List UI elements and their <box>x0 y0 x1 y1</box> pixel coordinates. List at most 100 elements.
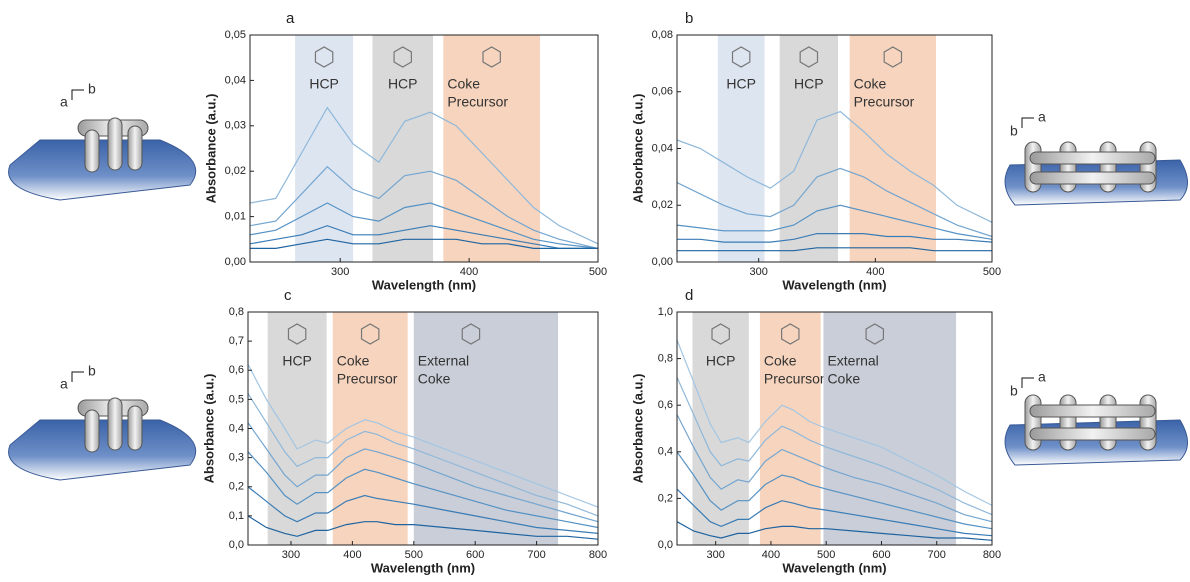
x-tick-label: 300 <box>282 549 300 561</box>
band-label: HCP <box>726 76 756 92</box>
spectrum-line <box>676 204 993 240</box>
molecule-icon <box>314 46 334 68</box>
molecule-icon <box>731 46 751 68</box>
y-tick-label: 1,0 <box>658 306 673 318</box>
y-axis-label: Absorbance (a.u.) <box>203 94 218 204</box>
band <box>332 312 408 545</box>
molecule-icon <box>865 323 885 345</box>
y-tick-label: 0,05 <box>225 29 246 41</box>
x-tick-label: 300 <box>331 266 349 278</box>
spectrum-line <box>249 225 598 249</box>
y-tick-label: 0,4 <box>229 422 244 434</box>
spectrum-line <box>676 110 993 223</box>
y-tick-label: 0,2 <box>229 481 244 493</box>
spectrum-line <box>676 521 993 541</box>
spectrum-line <box>247 515 599 540</box>
crystal-right-top <box>1004 117 1188 206</box>
spectrum-line <box>676 488 993 537</box>
band <box>372 35 434 262</box>
spectrum-line <box>249 165 599 249</box>
band-label: Precursor <box>337 371 398 387</box>
spectrum-line <box>249 106 599 245</box>
x-tick-label: 300 <box>749 266 767 278</box>
plot-frame <box>249 34 599 263</box>
x-tick-label: 500 <box>589 266 607 278</box>
y-tick-label: 0,08 <box>652 29 673 41</box>
band-label: HCP <box>794 76 824 92</box>
panel-label: c <box>284 287 292 304</box>
y-tick-label: 0,4 <box>658 446 673 458</box>
y-tick-label: 0,8 <box>229 306 244 318</box>
crystal-axis: b <box>88 363 96 379</box>
band <box>267 312 327 545</box>
y-tick-label: 0,00 <box>652 256 673 268</box>
x-tick-label: 400 <box>762 549 780 561</box>
y-tick-label: 0,04 <box>225 74 246 86</box>
x-tick-label: 600 <box>872 549 890 561</box>
molecule-icon <box>711 323 730 345</box>
plot-frame <box>676 311 993 546</box>
molecule-icon <box>360 323 380 345</box>
spectrum-line <box>247 393 599 517</box>
x-tick-label: 800 <box>983 549 1001 561</box>
crystal-left-top <box>8 89 197 201</box>
band <box>692 312 749 545</box>
y-tick-label: 0,6 <box>229 364 244 376</box>
band <box>849 35 936 262</box>
y-tick-label: 0,04 <box>652 142 673 154</box>
band-label: HCP <box>388 76 418 92</box>
y-tick-label: 0,8 <box>658 353 673 365</box>
band <box>717 35 765 262</box>
x-tick-label: 500 <box>983 266 1001 278</box>
x-axis-label: Wavelength (nm) <box>372 277 476 292</box>
band-label: HCP <box>309 76 339 92</box>
y-axis-label: Absorbance (a.u.) <box>630 94 645 204</box>
band-label: Coke <box>447 76 480 92</box>
band-label: HCP <box>282 353 312 369</box>
crystal-axis: a <box>1038 369 1046 385</box>
crystal-axis: b <box>1010 383 1018 399</box>
panel-label: d <box>685 287 693 304</box>
crystal-axis: b <box>88 81 96 97</box>
spectrum-line <box>247 486 599 534</box>
y-tick-label: 0,06 <box>652 86 673 98</box>
x-tick-label: 500 <box>817 549 835 561</box>
band-label: Coke <box>827 371 860 387</box>
spectrum-line <box>249 202 599 249</box>
spectrum-line <box>247 364 599 508</box>
crystal-right-bottom <box>1004 377 1188 466</box>
crystal-left-bottom <box>8 371 197 481</box>
molecule-icon <box>482 46 501 68</box>
x-tick-label: 400 <box>460 266 478 278</box>
x-axis-label: Wavelength (nm) <box>371 560 475 575</box>
molecule-icon <box>799 46 819 68</box>
spectrum-line <box>250 238 598 249</box>
crystal-axis: b <box>1010 123 1018 139</box>
band-label: Coke <box>854 76 887 92</box>
crystal-axis: a <box>1038 109 1046 125</box>
band <box>779 35 838 262</box>
band <box>823 312 957 545</box>
panel-label: b <box>685 10 693 27</box>
x-axis-label: Wavelength (nm) <box>782 277 886 292</box>
y-tick-label: 0,03 <box>225 120 246 132</box>
band-label: External <box>418 353 469 369</box>
y-axis-label: Absorbance (a.u.) <box>201 374 216 484</box>
band-label: Coke <box>764 353 797 369</box>
crystal-axis: a <box>60 376 68 392</box>
x-tick-label: 400 <box>343 549 361 561</box>
x-axis-label: Wavelength (nm) <box>782 560 886 575</box>
band <box>759 312 821 545</box>
x-tick-label: 400 <box>866 266 884 278</box>
spectrum-line <box>677 247 992 252</box>
band-label: Precursor <box>764 371 825 387</box>
spectrum-line <box>247 422 599 523</box>
molecule-icon <box>883 46 903 68</box>
molecule-icon <box>393 46 412 68</box>
band-label: External <box>827 353 878 369</box>
x-tick-label: 300 <box>707 549 725 561</box>
x-tick-label: 700 <box>527 549 545 561</box>
band <box>413 312 559 545</box>
band-label: Coke <box>337 353 370 369</box>
